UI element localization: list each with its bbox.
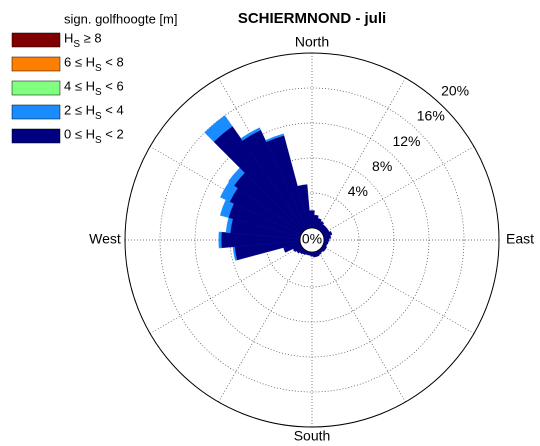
- legend-label: 6 ≤ HS < 8: [64, 54, 124, 74]
- spoke: [317, 77, 406, 230]
- spoke: [317, 250, 406, 403]
- legend-swatch: [11, 32, 61, 48]
- spoke: [218, 250, 307, 403]
- legend-title: sign. golfhoogte [m]: [64, 11, 177, 26]
- bar-segment: [204, 115, 233, 143]
- ring: [229, 157, 395, 323]
- legend-label: HS ≥ 8: [64, 30, 102, 50]
- spoke: [149, 245, 302, 334]
- bar-segment: [218, 231, 222, 249]
- legend-swatch: [11, 80, 61, 96]
- legend-swatch: [11, 104, 61, 120]
- center-hole: [299, 227, 325, 253]
- r-tick-label: 12%: [392, 133, 420, 149]
- legend-swatch: [11, 56, 61, 72]
- legend-label: 4 ≤ HS < 6: [64, 78, 124, 98]
- compass-label: South: [294, 428, 331, 444]
- compass-label: East: [506, 231, 534, 247]
- r-tick-label: 8%: [372, 158, 392, 174]
- spoke: [322, 146, 475, 235]
- ring: [159, 87, 465, 393]
- r-tick-label: 20%: [441, 83, 469, 99]
- compass-label: West: [89, 231, 121, 247]
- ring: [194, 122, 430, 358]
- legend-label: 2 ≤ HS < 4: [64, 102, 124, 122]
- r-tick-label: 0%: [302, 231, 322, 247]
- r-tick-label: 4%: [348, 183, 368, 199]
- legend-swatch: [11, 128, 61, 144]
- chart-title: SCHIERMNOND - juli: [238, 10, 386, 27]
- ring: [124, 52, 500, 428]
- spoke: [322, 245, 475, 334]
- bar-segment: [240, 127, 261, 141]
- bar-segment: [265, 133, 285, 143]
- compass-label: North: [295, 34, 329, 50]
- legend-label: 0 ≤ HS < 2: [64, 126, 124, 146]
- r-tick-label: 16%: [417, 108, 445, 124]
- bars: [204, 115, 333, 261]
